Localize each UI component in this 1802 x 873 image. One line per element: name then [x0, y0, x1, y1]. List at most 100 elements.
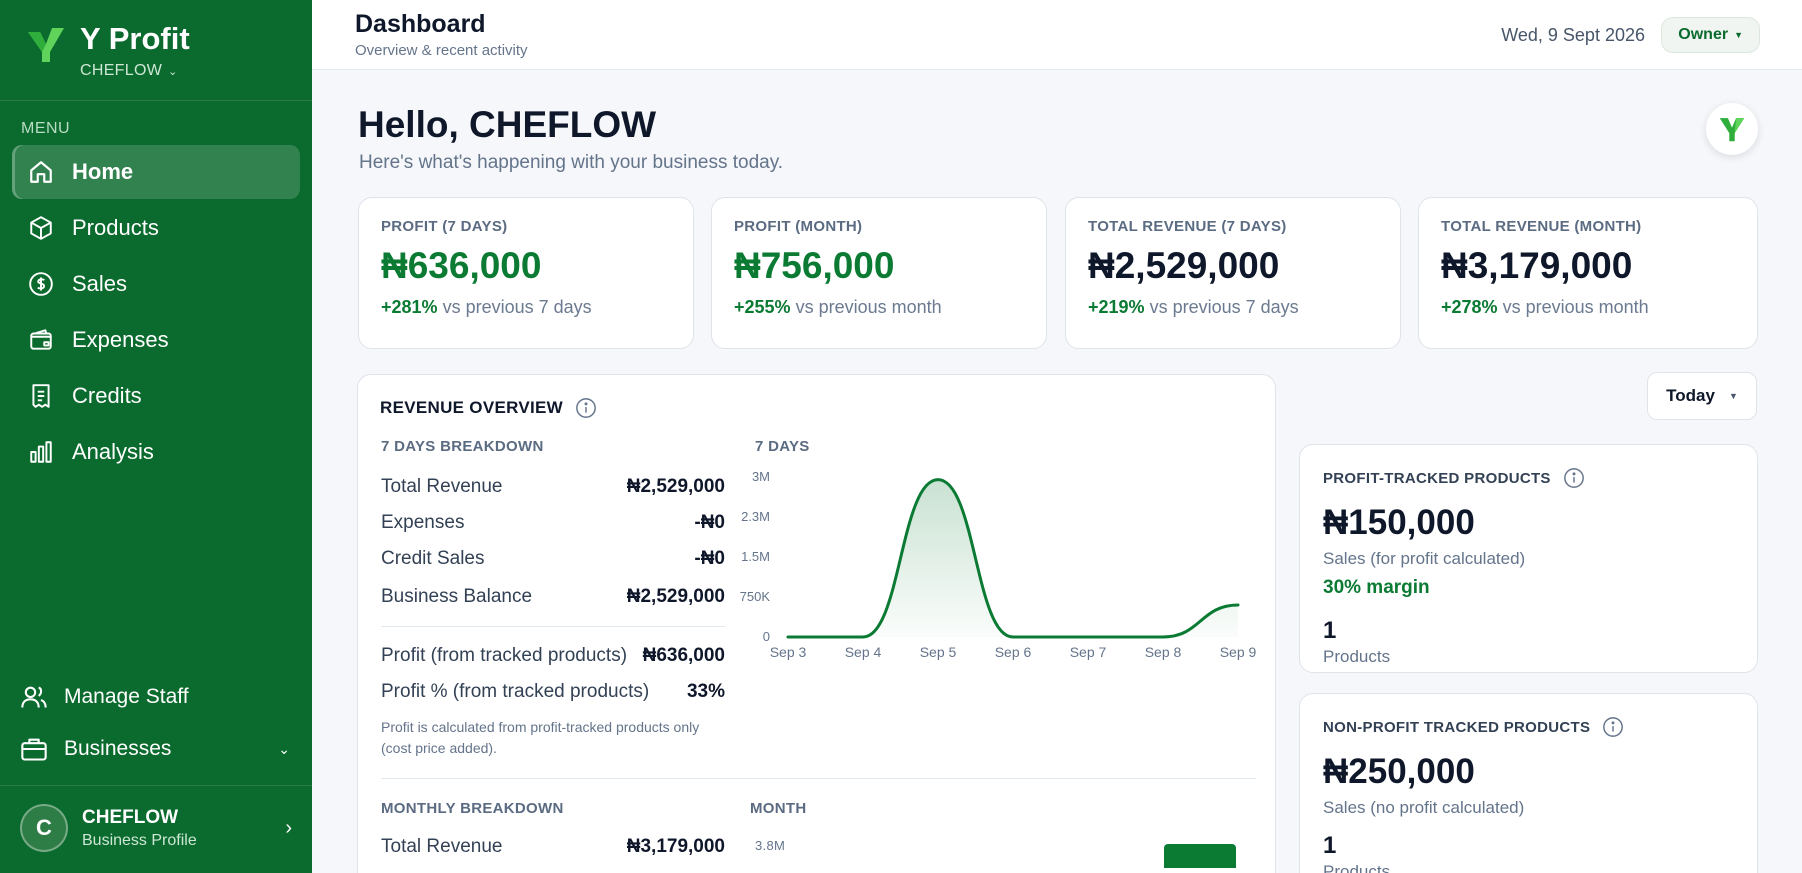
- profit-row: Profit % (from tracked products) 33%: [381, 681, 725, 703]
- series-line: [786, 478, 1240, 639]
- business-switcher[interactable]: CHEFLOW ⌄: [80, 62, 190, 80]
- businesses-label: Businesses: [64, 737, 172, 760]
- sidebar-nav: Home Products Sales Expenses Credits Ana…: [12, 145, 300, 481]
- y-tick-label: 750K: [740, 589, 770, 604]
- sidebar-item-expenses[interactable]: Expenses: [12, 313, 300, 367]
- role-label: Owner: [1678, 26, 1729, 43]
- stat-change: +219% vs previous 7 days: [1088, 297, 1378, 318]
- month-chart-bar: [1164, 844, 1236, 868]
- card-title-text: PROFIT-TRACKED PRODUCTS: [1323, 469, 1551, 487]
- revenue-overview-title: REVENUE OVERVIEW: [380, 397, 597, 419]
- x-tick-label: Sep 8: [1145, 644, 1182, 660]
- dollar-circle-icon: [29, 272, 53, 296]
- stat-value: ₦2,529,000: [1088, 245, 1280, 286]
- role-dropdown[interactable]: Owner ▼: [1661, 17, 1760, 53]
- sidebar-item-analysis[interactable]: Analysis: [12, 425, 300, 479]
- card-title: PROFIT-TRACKED PRODUCTS: [1323, 467, 1734, 489]
- card-subtitle: Sales (no profit calculated): [1323, 798, 1525, 817]
- sidebar-item-home[interactable]: Home: [12, 145, 300, 199]
- briefcase-icon: [21, 738, 47, 761]
- page-title: Dashboard: [355, 10, 486, 38]
- stat-change-percent: +219%: [1088, 297, 1145, 317]
- x-tick-label: Sep 6: [995, 644, 1032, 660]
- row-value: ₦2,529,000: [626, 476, 725, 497]
- sidebar-item-businesses[interactable]: Businesses ⌄: [20, 735, 290, 763]
- sidebar-item-sales[interactable]: Sales: [12, 257, 300, 311]
- stat-card-revenue-month: TOTAL REVENUE (MONTH) ₦3,179,000 +278% v…: [1418, 197, 1758, 349]
- sidebar-item-label: Credits: [72, 383, 142, 408]
- business-profile[interactable]: C CHEFLOW Business Profile ›: [20, 804, 292, 852]
- info-icon[interactable]: [1563, 467, 1585, 489]
- stat-label: PROFIT (MONTH): [734, 218, 863, 235]
- app-title: Y Profit: [80, 21, 190, 56]
- chevron-right-icon: ›: [285, 816, 292, 839]
- x-tick-label: Sep 3: [770, 644, 807, 660]
- divider: [381, 778, 1256, 779]
- card-value: ₦250,000: [1323, 752, 1475, 791]
- info-icon[interactable]: [1602, 716, 1624, 738]
- stat-change: +281% vs previous 7 days: [381, 297, 671, 318]
- caret-down-icon: ▼: [1734, 30, 1743, 40]
- stat-compare: vs previous 7 days: [1149, 297, 1299, 317]
- revenue-overview-title-text: REVENUE OVERVIEW: [380, 398, 564, 417]
- sidebar-item-label: Expenses: [72, 327, 169, 352]
- y-tick-label: 3M: [752, 469, 770, 484]
- box-icon: [30, 216, 52, 240]
- stat-card-profit-7days: PROFIT (7 DAYS) ₦636,000 +281% vs previo…: [358, 197, 694, 349]
- revenue-area-chart: 0 750K 1.5M 2.3M 3M Sep 3 Sep 4 Sep 5 Sep 6 Sep 7…: [740, 469, 1257, 660]
- sidebar-item-label: Products: [72, 215, 159, 240]
- row-value: ₦3,179,000: [626, 836, 725, 857]
- product-count-label: Products: [1323, 647, 1391, 666]
- period-select[interactable]: Today ▼: [1647, 372, 1757, 420]
- breakdown-row: Total Revenue ₦2,529,000: [381, 476, 725, 498]
- sidebar-item-label: Home: [72, 159, 134, 184]
- row-label: Expenses: [381, 512, 465, 533]
- stat-change: +278% vs previous month: [1441, 297, 1735, 318]
- sidebar-item-label: Sales: [72, 271, 128, 296]
- top-header: Dashboard Overview & recent activity Wed…: [312, 0, 1802, 70]
- stat-value: ₦636,000: [381, 245, 542, 286]
- stat-value: ₦3,179,000: [1441, 245, 1633, 286]
- bar-chart-icon: [30, 441, 52, 463]
- x-tick-label: Sep 5: [920, 644, 957, 660]
- menu-label: MENU: [21, 120, 71, 137]
- row-label: Profit % (from tracked products): [381, 681, 650, 702]
- stat-compare: vs previous month: [1502, 297, 1649, 317]
- breakdown-row: Business Balance ₦2,529,000: [381, 586, 725, 608]
- row-value: 33%: [686, 681, 725, 702]
- row-label: Total Revenue: [381, 476, 503, 497]
- product-count: 1: [1323, 617, 1337, 644]
- sidebar-item-label: Analysis: [72, 439, 154, 464]
- divider: [381, 626, 725, 627]
- wallet-icon: [30, 329, 52, 350]
- card-title-text: NON-PROFIT TRACKED PRODUCTS: [1323, 718, 1591, 736]
- info-icon[interactable]: [575, 397, 597, 419]
- revenue-overview-card: REVENUE OVERVIEW 7 DAYS BREAKDOWN Total …: [357, 374, 1276, 873]
- row-value: ₦636,000: [642, 645, 725, 666]
- x-tick-label: Sep 7: [1070, 644, 1107, 660]
- non-profit-tracked-products-card: NON-PROFIT TRACKED PRODUCTS ₦250,000 Sal…: [1299, 693, 1758, 873]
- period-select-value: Today: [1666, 386, 1715, 405]
- sidebar-item-credits[interactable]: Credits: [12, 369, 300, 423]
- x-tick-label: Sep 4: [845, 644, 882, 660]
- y-badge[interactable]: [1706, 103, 1758, 155]
- profit-row: Profit (from tracked products) ₦636,000: [381, 645, 725, 667]
- stat-label: PROFIT (7 DAYS): [381, 218, 508, 235]
- chevron-down-icon: ⌄: [168, 65, 178, 78]
- y-logo-icon: [1719, 118, 1745, 142]
- chart-period-label: 7 DAYS: [755, 438, 810, 455]
- card-subtitle: Sales (for profit calculated): [1323, 549, 1526, 568]
- stat-change-percent: +255%: [734, 297, 791, 317]
- profit-tracked-products-card: PROFIT-TRACKED PRODUCTS ₦150,000 Sales (…: [1299, 444, 1758, 673]
- sidebar-item-manage-staff[interactable]: Manage Staff: [20, 683, 290, 711]
- breakdown-row: Total Revenue ₦3,179,000: [381, 836, 725, 858]
- card-title: NON-PROFIT TRACKED PRODUCTS: [1323, 716, 1734, 738]
- sidebar-item-products[interactable]: Products: [12, 201, 300, 255]
- row-label: Business Balance: [381, 586, 533, 607]
- header-date: Wed, 9 Sept 2026: [1501, 25, 1645, 45]
- stat-change: +255% vs previous month: [734, 297, 1024, 318]
- brand[interactable]: Y Profit CHEFLOW ⌄: [26, 22, 190, 80]
- weekly-breakdown-label: 7 DAYS BREAKDOWN: [381, 438, 544, 455]
- profit-note: Profit is calculated from profit-tracked…: [381, 719, 700, 756]
- avatar: C: [20, 804, 68, 852]
